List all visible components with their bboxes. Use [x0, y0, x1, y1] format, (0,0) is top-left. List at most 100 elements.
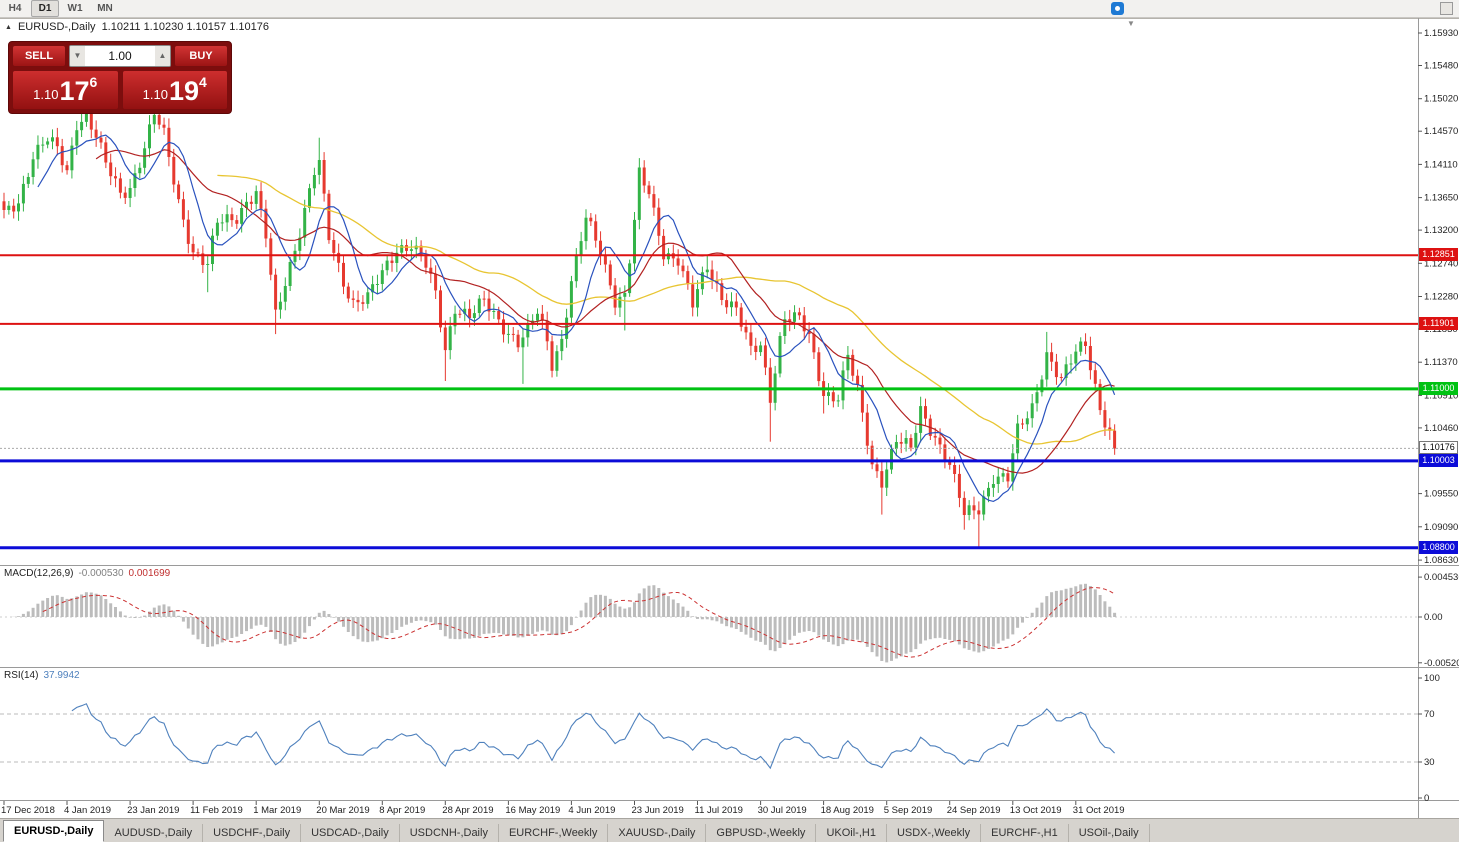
macd-value: -0.000530: [78, 568, 124, 579]
collapse-triangle-icon[interactable]: ▲: [5, 23, 12, 31]
chart-tab-bar: EURUSD-,Daily AUDUSD-,Daily USDCHF-,Daily U…: [0, 818, 1459, 842]
one-click-trading-panel: SELL ▼ ▲ BUY 1.10 17 6 1.10 19 4: [8, 41, 232, 114]
price-level-badge: 1.12851: [1419, 248, 1458, 261]
svg-text:1.11370: 1.11370: [1424, 357, 1458, 368]
svg-text:28 Apr 2019: 28 Apr 2019: [442, 805, 493, 816]
buy-price-sup: 4: [199, 74, 207, 90]
svg-text:11 Feb 2019: 11 Feb 2019: [190, 805, 243, 816]
svg-text:1.08630: 1.08630: [1424, 555, 1458, 566]
svg-text:1.10910: 1.10910: [1424, 390, 1458, 401]
bottom-tab[interactable]: UKOil-,H1: [816, 824, 887, 842]
ma-fast-line: [37, 134, 1116, 503]
svg-text:1.15020: 1.15020: [1424, 94, 1458, 105]
svg-text:1.13200: 1.13200: [1424, 225, 1458, 236]
svg-text:1.14110: 1.14110: [1424, 159, 1458, 170]
macd-axis: 0.004536 0.00 -0.00520: [1418, 572, 1459, 669]
rsi-value: 37.9942: [43, 670, 80, 681]
ma-mid-line: [95, 149, 1115, 474]
bottom-tab[interactable]: EURCHF-,H1: [981, 824, 1069, 842]
price-level-badge: 1.10003: [1419, 454, 1458, 467]
price-level-badge: 1.11000: [1419, 382, 1458, 395]
bottom-tab[interactable]: EURCHF-,Weekly: [499, 824, 609, 842]
toolbar-grid-icon[interactable]: [1440, 2, 1453, 15]
toolbar-app-icon[interactable]: [1111, 2, 1124, 15]
buy-price-button[interactable]: 1.10 19 4: [121, 70, 228, 110]
svg-text:30 Jul 2019: 30 Jul 2019: [758, 805, 807, 816]
bottom-tab[interactable]: XAUUSD-,Daily: [608, 824, 707, 842]
timeframe-button-w1[interactable]: W1: [67, 3, 83, 14]
price-level-badge: 1.08800: [1419, 541, 1458, 554]
svg-text:1.13650: 1.13650: [1424, 193, 1458, 204]
volume-increment-button[interactable]: ▲: [155, 46, 170, 66]
macd-signal-value: 0.001699: [128, 568, 171, 579]
sell-price-sup: 6: [89, 74, 98, 90]
svg-text:24 Sep 2019: 24 Sep 2019: [947, 805, 1001, 816]
timeframe-button-mn[interactable]: MN: [97, 3, 113, 14]
svg-text:8 Apr 2019: 8 Apr 2019: [379, 805, 425, 816]
sell-price-prefix: 1.10: [33, 87, 59, 102]
svg-text:1 Mar 2019: 1 Mar 2019: [253, 805, 301, 816]
svg-text:23 Jun 2019: 23 Jun 2019: [632, 805, 684, 816]
svg-text:17 Dec 2018: 17 Dec 2018: [1, 805, 55, 816]
timeframe-button-d1[interactable]: D1: [31, 0, 59, 17]
volume-input[interactable]: [85, 46, 155, 66]
svg-text:0: 0: [1424, 793, 1429, 804]
chart-background: [0, 18, 1459, 819]
rsi-indicator-label: RSI(14) 37.9942: [4, 670, 80, 681]
svg-text:1.12280: 1.12280: [1424, 292, 1458, 303]
sell-button[interactable]: SELL: [12, 45, 66, 67]
rsi-name: RSI(14): [4, 670, 39, 681]
panel-separators[interactable]: [0, 18, 1459, 818]
date-axis[interactable]: 17 Dec 2018 4 Jan 2019 23 Jan 2019 11 Feb 2…: [1, 801, 1125, 816]
bottom-tab[interactable]: USDCAD-,Daily: [301, 824, 400, 842]
buy-price-prefix: 1.10: [142, 87, 168, 102]
svg-text:18 Aug 2019: 18 Aug 2019: [821, 805, 874, 816]
buy-price-big: 19: [168, 76, 200, 106]
buy-button[interactable]: BUY: [174, 45, 228, 67]
bottom-tab[interactable]: EURUSD-,Daily: [3, 820, 105, 842]
bottom-tab[interactable]: USDCHF-,Daily: [203, 824, 302, 842]
svg-text:30: 30: [1424, 757, 1435, 768]
timeframe-buttons: H4 D1 W1 MN: [0, 0, 120, 17]
svg-text:4 Jan 2019: 4 Jan 2019: [64, 805, 111, 816]
toolbar-right: [1111, 2, 1459, 15]
svg-text:0.00: 0.00: [1424, 612, 1443, 623]
symbol-name: EURUSD-,Daily: [17, 21, 96, 33]
chart-shift-marker[interactable]: ▼: [1127, 19, 1135, 28]
macd-name: MACD(12,26,9): [4, 568, 74, 579]
chart-title: ▲ EURUSD-,Daily 1.10211 1.10230 1.10157 …: [5, 21, 269, 33]
sell-price-button[interactable]: 1.10 17 6: [12, 70, 119, 110]
svg-text:70: 70: [1424, 709, 1435, 720]
bottom-tab[interactable]: AUDUSD-,Daily: [104, 824, 204, 842]
timeframe-button-h4[interactable]: H4: [8, 3, 22, 14]
rsi-line: [71, 703, 1115, 770]
trade-prices-row: 1.10 17 6 1.10 19 4: [12, 70, 228, 110]
timeframe-toolbar: H4 D1 W1 MN: [0, 0, 1459, 18]
svg-text:1.15480: 1.15480: [1424, 61, 1458, 72]
price-axis[interactable]: 1.15930 1.15480 1.15020 1.14570 1.14110 1.136…: [1418, 28, 1458, 566]
svg-text:23 Jan 2019: 23 Jan 2019: [127, 805, 179, 816]
rsi-layer: [0, 703, 1418, 770]
ma-slow-line: [217, 174, 1115, 445]
svg-text:0.004536: 0.004536: [1424, 572, 1459, 583]
svg-text:-0.00520: -0.00520: [1424, 658, 1459, 669]
bottom-tab[interactable]: USDX-,Weekly: [887, 824, 982, 842]
svg-text:13 Oct 2019: 13 Oct 2019: [1010, 805, 1062, 816]
price-level-badge: 1.11901: [1419, 317, 1458, 330]
bottom-tab[interactable]: USOil-,Daily: [1069, 824, 1150, 842]
bottom-tab[interactable]: GBPUSD-,Weekly: [706, 824, 817, 842]
bottom-tab[interactable]: USDCNH-,Daily: [400, 824, 499, 842]
trade-buttons-row: SELL ▼ ▲ BUY: [12, 45, 228, 67]
sell-price-big: 17: [59, 76, 90, 106]
current-price-badge: 1.10176: [1419, 441, 1458, 454]
volume-control: ▼ ▲: [69, 45, 171, 67]
macd-histogram: [0, 583, 1418, 663]
svg-text:1.09550: 1.09550: [1424, 489, 1458, 500]
moving-averages-layer: [37, 134, 1116, 503]
svg-text:20 Mar 2019: 20 Mar 2019: [316, 805, 369, 816]
volume-decrement-button[interactable]: ▼: [70, 46, 85, 66]
svg-text:4 Jun 2019: 4 Jun 2019: [568, 805, 615, 816]
svg-text:16 May 2019: 16 May 2019: [505, 805, 560, 816]
